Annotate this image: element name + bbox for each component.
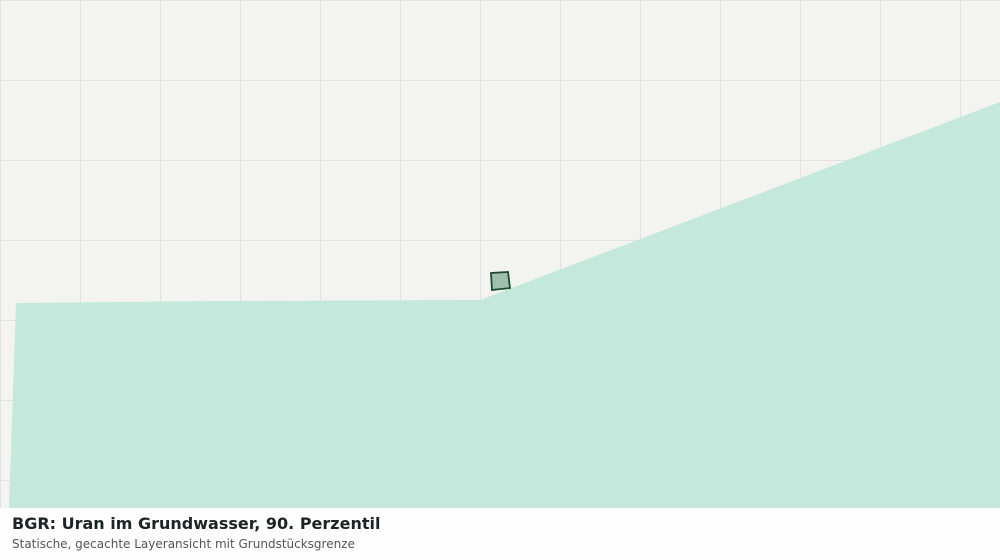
parcel-boundary[interactable]: [490, 271, 512, 291]
layer-title: BGR: Uran im Grundwasser, 90. Perzentil: [12, 514, 381, 533]
caption: BGR: Uran im Grundwasser, 90. Perzentil …: [0, 508, 1000, 560]
uranium-zone: [9, 102, 1000, 508]
layer-subtitle: Statische, gecachte Layeransicht mit Gru…: [12, 537, 355, 551]
map: [0, 0, 1000, 508]
